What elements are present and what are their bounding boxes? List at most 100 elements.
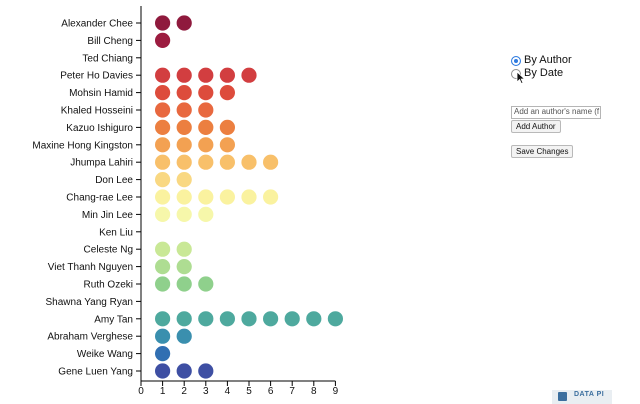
y-tick-label: Ken Liu: [99, 227, 133, 238]
y-tick-label: Jhumpa Lahiri: [70, 158, 133, 169]
y-tick-label: Gene Luen Yang: [58, 367, 133, 378]
book-dot: [198, 311, 214, 327]
x-tick-label: 9: [333, 386, 339, 397]
mouse-pointer-icon: [516, 71, 526, 85]
book-dot: [198, 102, 214, 118]
book-dot: [155, 85, 171, 101]
book-dot: [176, 172, 192, 188]
y-tick-label: Ruth Ozeki: [84, 280, 133, 291]
book-dot: [198, 137, 214, 153]
x-tick-label: 2: [181, 386, 187, 397]
book-dot: [155, 241, 171, 257]
x-tick-label: 6: [268, 386, 274, 397]
book-dot: [176, 85, 192, 101]
book-dot: [219, 189, 235, 205]
by-author-label: By Author: [524, 54, 572, 66]
book-dot: [155, 102, 171, 118]
book-dot: [263, 154, 279, 170]
by-date-option[interactable]: By Date: [511, 67, 631, 80]
book-dot: [241, 67, 257, 83]
badge-icon: [558, 392, 567, 401]
book-dot: [155, 346, 171, 362]
y-tick-label: Kazuo Ishiguro: [66, 123, 133, 134]
book-dot: [241, 154, 257, 170]
book-dot: [176, 154, 192, 170]
book-dot: [155, 206, 171, 222]
x-tick-label: 3: [203, 386, 209, 397]
book-dot: [155, 259, 171, 275]
book-dot: [176, 276, 192, 292]
book-dot: [155, 311, 171, 327]
book-dot: [219, 119, 235, 135]
book-dot: [155, 137, 171, 153]
y-tick-label: Peter Ho Davies: [60, 71, 133, 82]
y-tick-label: Chang-rae Lee: [66, 193, 133, 204]
book-dot: [155, 363, 171, 379]
book-dot: [155, 276, 171, 292]
book-dot: [198, 67, 214, 83]
y-tick-label: Mohsin Hamid: [69, 88, 133, 99]
book-dot: [198, 85, 214, 101]
book-dot: [198, 154, 214, 170]
by-author-option[interactable]: By Author: [511, 54, 631, 67]
y-tick-label: Alexander Chee: [61, 19, 133, 30]
y-tick-label: Bill Cheng: [87, 36, 133, 47]
author-name-input[interactable]: Add an author's name (f: [511, 106, 601, 119]
save-changes-button[interactable]: Save Changes: [511, 145, 574, 158]
book-dot: [155, 328, 171, 344]
add-author-button[interactable]: Add Author: [511, 120, 561, 133]
y-tick-label: Celeste Ng: [84, 245, 133, 256]
book-dot: [176, 311, 192, 327]
y-tick-label: Khaled Hosseini: [61, 106, 133, 117]
y-tick-label: Abraham Verghese: [47, 332, 133, 343]
x-tick-label: 4: [225, 386, 231, 397]
y-tick-label: Amy Tan: [94, 314, 133, 325]
book-dot: [155, 172, 171, 188]
book-dot: [176, 102, 192, 118]
book-dot: [219, 67, 235, 83]
book-dot: [198, 276, 214, 292]
control-panel: By Author By Date Add an author's name (…: [511, 54, 631, 158]
book-dot: [219, 154, 235, 170]
book-dot: [198, 189, 214, 205]
book-dot: [176, 189, 192, 205]
by-date-label: By Date: [524, 67, 564, 79]
by-date-radio[interactable]: [511, 69, 521, 79]
book-dot: [155, 15, 171, 31]
x-tick-label: 7: [289, 386, 295, 397]
x-tick-label: 0: [138, 386, 144, 397]
y-tick-label: Weike Wang: [77, 349, 133, 360]
y-tick-label: Min Jin Lee: [82, 210, 134, 221]
book-dot: [155, 154, 171, 170]
book-dot: [176, 137, 192, 153]
book-dot: [241, 189, 257, 205]
book-dot: [306, 311, 322, 327]
book-dot: [176, 119, 192, 135]
x-tick-label: 8: [311, 386, 317, 397]
book-dot: [176, 67, 192, 83]
by-author-radio[interactable]: [511, 56, 521, 66]
book-dot: [155, 119, 171, 135]
book-dot: [241, 311, 257, 327]
badge-text: DATA PI: [574, 391, 605, 398]
book-dot: [176, 206, 192, 222]
y-tick-label: Maxine Hong Kingston: [32, 140, 133, 151]
book-dot: [284, 311, 300, 327]
book-dot: [176, 259, 192, 275]
x-tick-label: 5: [246, 386, 252, 397]
book-dot: [327, 311, 343, 327]
book-dot: [176, 241, 192, 257]
x-tick-label: 1: [160, 386, 166, 397]
book-dot: [155, 67, 171, 83]
book-dot: [219, 137, 235, 153]
y-tick-label: Don Lee: [95, 175, 133, 186]
y-tick-label: Ted Chiang: [82, 53, 133, 64]
book-dot: [198, 119, 214, 135]
book-dot: [155, 189, 171, 205]
book-dot: [155, 32, 171, 49]
book-dot: [176, 15, 192, 31]
book-dot: [198, 363, 214, 379]
book-dot: [219, 85, 235, 101]
book-dot: [176, 328, 192, 344]
